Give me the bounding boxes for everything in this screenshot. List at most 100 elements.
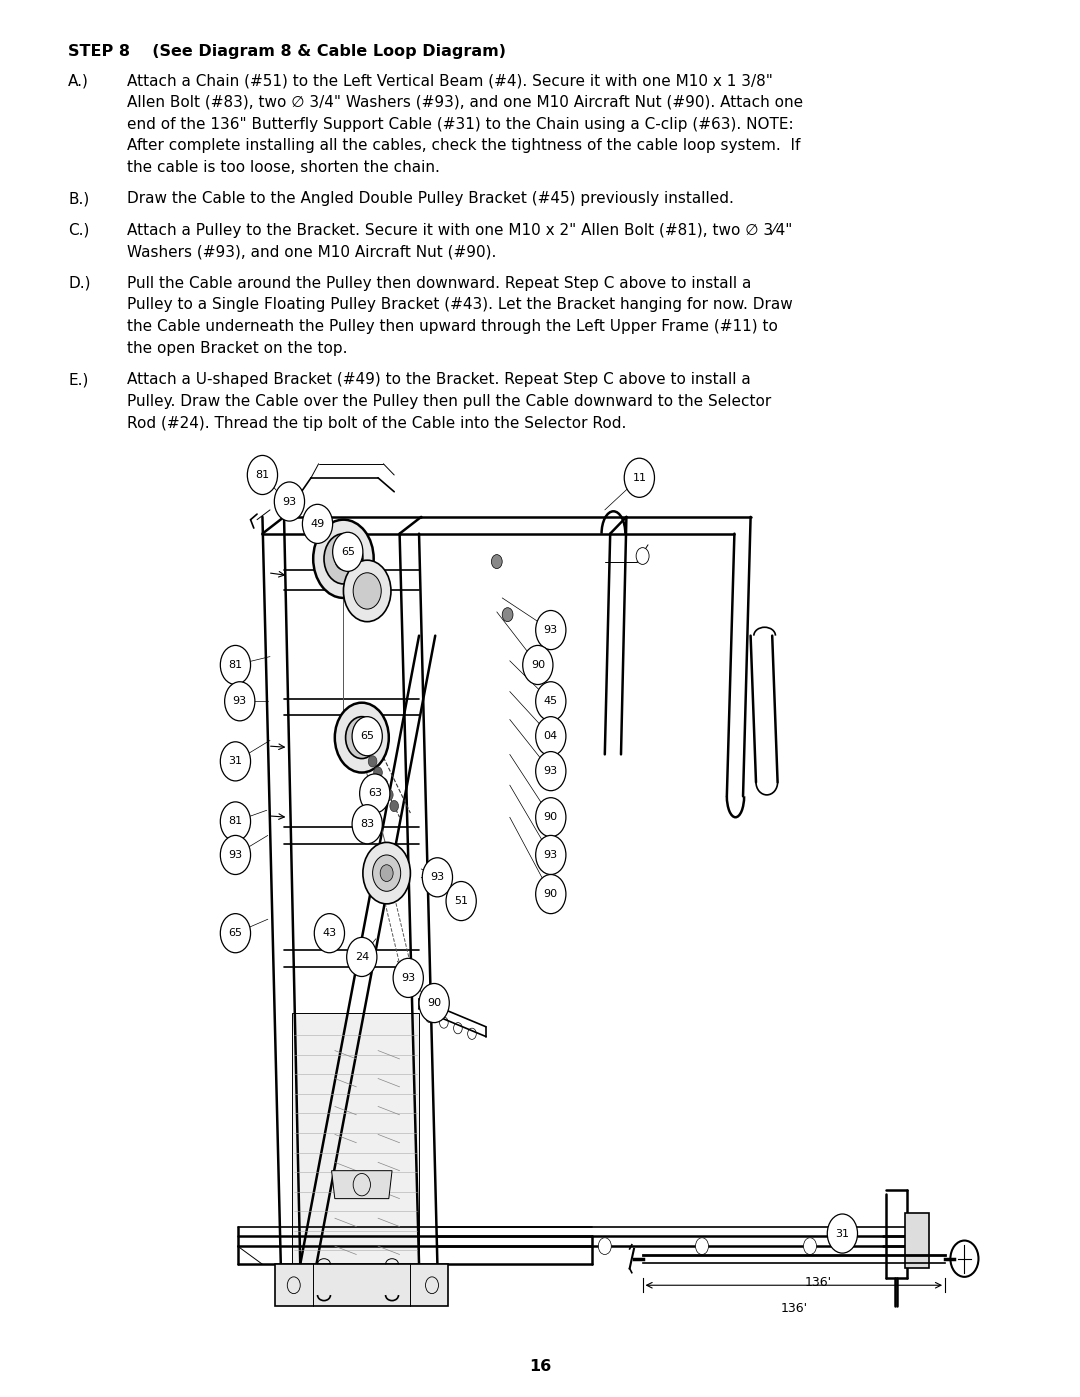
Text: 93: 93 bbox=[232, 696, 247, 707]
Text: 51: 51 bbox=[455, 895, 468, 907]
Circle shape bbox=[324, 534, 363, 584]
Circle shape bbox=[343, 560, 391, 622]
Circle shape bbox=[536, 835, 566, 875]
Circle shape bbox=[274, 482, 305, 521]
Circle shape bbox=[598, 1238, 611, 1255]
Text: 81: 81 bbox=[228, 816, 243, 827]
Circle shape bbox=[536, 717, 566, 756]
Text: 83: 83 bbox=[360, 819, 375, 830]
Circle shape bbox=[347, 937, 377, 977]
Text: 93: 93 bbox=[401, 972, 416, 983]
Text: B.): B.) bbox=[68, 191, 90, 207]
Circle shape bbox=[536, 752, 566, 791]
Circle shape bbox=[353, 573, 381, 609]
Text: 04: 04 bbox=[543, 731, 558, 742]
Circle shape bbox=[220, 802, 251, 841]
Text: STEP 8: STEP 8 bbox=[68, 45, 130, 59]
Text: 90: 90 bbox=[543, 812, 558, 823]
Text: Rod (#24). Thread the tip bolt of the Cable into the Selector Rod.: Rod (#24). Thread the tip bolt of the Ca… bbox=[127, 415, 626, 430]
Circle shape bbox=[373, 855, 401, 891]
Circle shape bbox=[352, 805, 382, 844]
Text: 93: 93 bbox=[228, 849, 243, 861]
Text: 65: 65 bbox=[229, 928, 242, 939]
Text: 45: 45 bbox=[543, 696, 558, 707]
Polygon shape bbox=[905, 1213, 929, 1268]
Text: Allen Bolt (#83), two ∅ 3/4" Washers (#93), and one M10 Aircraft Nut (#90). Atta: Allen Bolt (#83), two ∅ 3/4" Washers (#9… bbox=[127, 95, 804, 110]
Text: Attach a U-shaped Bracket (#49) to the Bracket. Repeat Step C above to install a: Attach a U-shaped Bracket (#49) to the B… bbox=[127, 372, 752, 387]
Polygon shape bbox=[332, 1171, 392, 1199]
Text: 90: 90 bbox=[543, 888, 558, 900]
Text: Pulley. Draw the Cable over the Pulley then pull the Cable downward to the Selec: Pulley. Draw the Cable over the Pulley t… bbox=[127, 394, 772, 409]
Circle shape bbox=[380, 865, 393, 882]
Text: Washers (#93), and one M10 Aircraft Nut (#90).: Washers (#93), and one M10 Aircraft Nut … bbox=[127, 244, 497, 260]
Text: 31: 31 bbox=[836, 1228, 849, 1239]
Text: 31: 31 bbox=[229, 756, 242, 767]
Circle shape bbox=[220, 835, 251, 875]
Text: 93: 93 bbox=[430, 872, 445, 883]
Circle shape bbox=[536, 875, 566, 914]
Text: (See Diagram 8 & Cable Loop Diagram): (See Diagram 8 & Cable Loop Diagram) bbox=[141, 45, 507, 59]
Text: Attach a Pulley to the Bracket. Secure it with one M10 x 2" Allen Bolt (#81), tw: Attach a Pulley to the Bracket. Secure i… bbox=[127, 222, 793, 237]
Circle shape bbox=[422, 858, 453, 897]
Circle shape bbox=[636, 548, 649, 564]
Circle shape bbox=[502, 608, 513, 622]
Circle shape bbox=[536, 610, 566, 650]
Circle shape bbox=[360, 774, 390, 813]
Text: Pull the Cable around the Pulley then downward. Repeat Step C above to install a: Pull the Cable around the Pulley then do… bbox=[127, 275, 752, 291]
Text: 11: 11 bbox=[633, 472, 646, 483]
Text: 24: 24 bbox=[354, 951, 369, 963]
Text: C.): C.) bbox=[68, 222, 90, 237]
Text: A.): A.) bbox=[68, 73, 89, 88]
Text: 93: 93 bbox=[282, 496, 297, 507]
Text: 63: 63 bbox=[368, 788, 381, 799]
Polygon shape bbox=[275, 1264, 448, 1306]
Text: E.): E.) bbox=[68, 372, 89, 387]
Circle shape bbox=[393, 958, 423, 997]
Circle shape bbox=[491, 555, 502, 569]
Text: 136': 136' bbox=[805, 1275, 833, 1289]
Circle shape bbox=[346, 717, 378, 759]
Text: 49: 49 bbox=[310, 518, 325, 529]
Circle shape bbox=[536, 798, 566, 837]
Text: D.): D.) bbox=[68, 275, 91, 291]
Text: 90: 90 bbox=[530, 659, 545, 671]
Text: 93: 93 bbox=[543, 849, 558, 861]
Circle shape bbox=[220, 742, 251, 781]
Circle shape bbox=[352, 717, 382, 756]
Text: After complete installing all the cables, check the tightness of the cable loop : After complete installing all the cables… bbox=[127, 138, 800, 154]
Text: 43: 43 bbox=[322, 928, 337, 939]
Circle shape bbox=[696, 1238, 708, 1255]
Circle shape bbox=[523, 645, 553, 685]
Circle shape bbox=[390, 800, 399, 812]
Circle shape bbox=[354, 728, 369, 747]
Text: 93: 93 bbox=[543, 624, 558, 636]
Text: 81: 81 bbox=[228, 659, 243, 671]
Circle shape bbox=[314, 914, 345, 953]
Circle shape bbox=[419, 983, 449, 1023]
Circle shape bbox=[827, 1214, 858, 1253]
Circle shape bbox=[333, 532, 363, 571]
Text: 65: 65 bbox=[361, 731, 374, 742]
Circle shape bbox=[379, 778, 388, 789]
Circle shape bbox=[804, 1238, 816, 1255]
Text: Pulley to a Single Floating Pulley Bracket (#43). Let the Bracket hanging for no: Pulley to a Single Floating Pulley Brack… bbox=[127, 298, 793, 313]
Text: the open Bracket on the top.: the open Bracket on the top. bbox=[127, 341, 348, 356]
Circle shape bbox=[220, 645, 251, 685]
Circle shape bbox=[536, 682, 566, 721]
Circle shape bbox=[313, 520, 374, 598]
Polygon shape bbox=[292, 1013, 419, 1264]
Circle shape bbox=[384, 789, 393, 800]
Text: 136': 136' bbox=[780, 1302, 808, 1315]
Circle shape bbox=[335, 548, 352, 570]
Circle shape bbox=[302, 504, 333, 543]
Text: Attach a Chain (#51) to the Left Vertical Beam (#4). Secure it with one M10 x 1 : Attach a Chain (#51) to the Left Vertica… bbox=[127, 73, 773, 88]
Text: the cable is too loose, shorten the chain.: the cable is too loose, shorten the chai… bbox=[127, 159, 441, 175]
Circle shape bbox=[225, 682, 255, 721]
Text: 93: 93 bbox=[543, 766, 558, 777]
Circle shape bbox=[446, 882, 476, 921]
Circle shape bbox=[335, 703, 389, 773]
Circle shape bbox=[368, 756, 377, 767]
Text: 65: 65 bbox=[341, 546, 354, 557]
Circle shape bbox=[363, 842, 410, 904]
Text: 81: 81 bbox=[255, 469, 270, 481]
